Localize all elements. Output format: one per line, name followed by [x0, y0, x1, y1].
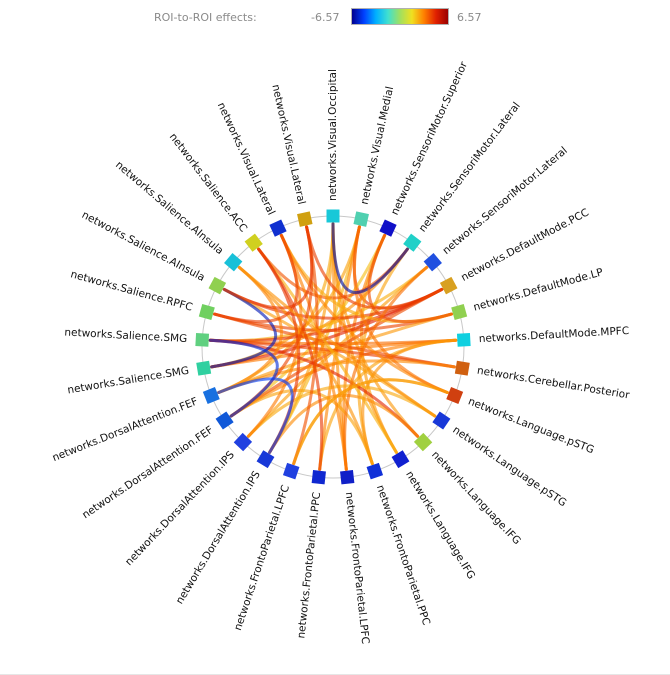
roi-label-2: networks.SensoriMotor.Superior [389, 59, 471, 217]
roi-label-22: networks.Salience.SMG [64, 326, 187, 345]
colorbar-min-label: -6.57 [311, 11, 340, 24]
roi-node-7[interactable] [456, 333, 471, 347]
colorbar-max-label: 6.57 [457, 11, 482, 24]
roi-node-27[interactable] [269, 219, 287, 237]
roi-label-0: networks.Visual.Occipital [327, 69, 339, 201]
roi-node-0[interactable] [326, 209, 340, 223]
connection-49 [210, 287, 277, 369]
roi-node-23[interactable] [198, 303, 215, 321]
roi-node-2[interactable] [379, 219, 397, 237]
roi-node-6[interactable] [451, 303, 468, 321]
roi-node-14[interactable] [340, 470, 355, 485]
connection-56 [367, 233, 453, 323]
connection-50 [208, 338, 279, 418]
connection-53 [237, 265, 437, 418]
roi-node-3[interactable] [403, 233, 422, 252]
connection-54 [352, 225, 449, 394]
roi-node-17[interactable] [256, 450, 275, 469]
roi-node-26[interactable] [244, 233, 263, 252]
roi-label-6: networks.DefaultMode.LP [472, 266, 604, 313]
colorbar [351, 8, 449, 25]
roi-node-9[interactable] [446, 387, 464, 404]
roi-node-25[interactable] [224, 253, 243, 272]
roi-node-21[interactable] [196, 360, 212, 376]
roi-label-1: networks.Visual.Medial [359, 85, 397, 205]
roi-node-16[interactable] [282, 462, 300, 480]
roi-node-10[interactable] [432, 411, 451, 430]
connection-57 [343, 265, 429, 471]
roi-node-1[interactable] [353, 211, 369, 227]
roi-node-4[interactable] [423, 253, 442, 272]
roi-label-4: networks.SensoriMotor.Lateral [440, 145, 569, 257]
roi-layer [195, 209, 471, 485]
roi-node-8[interactable] [454, 360, 470, 376]
connection-59 [217, 377, 294, 454]
roi-label-18: networks.DorsalAttention.IPS [123, 449, 237, 569]
connection-55 [331, 222, 409, 294]
connection-48 [217, 265, 283, 394]
connection-layer [208, 222, 458, 471]
roi-label-15: networks.FrontoParietal.PPC [295, 491, 323, 639]
roi-node-11[interactable] [413, 432, 433, 452]
connection-52 [222, 225, 314, 310]
roi-label-28: networks.Visual.Lateral [269, 83, 307, 205]
roi-node-28[interactable] [297, 211, 313, 227]
colorbar-title: ROI-to-ROI effects: [154, 11, 257, 24]
roi-label-8: networks.Cerebellar.Posterior [476, 365, 631, 402]
roi-label-7: networks.DefaultMode.MPFC [478, 325, 629, 345]
roi-label-21: networks.Salience.SMG [67, 365, 190, 397]
roi-node-5[interactable] [439, 276, 458, 295]
roi-node-13[interactable] [366, 462, 384, 480]
roi-node-12[interactable] [391, 450, 410, 469]
roi-node-18[interactable] [233, 432, 253, 452]
roi-label-23: networks.Salience.RPFC [69, 268, 194, 313]
connection-41 [229, 388, 374, 466]
roi-node-24[interactable] [208, 276, 227, 295]
roi-node-20[interactable] [202, 387, 220, 404]
roi-label-14: networks.FrontoParietal.LPFC [343, 491, 371, 644]
roi-node-22[interactable] [195, 333, 210, 347]
roi-node-15[interactable] [311, 470, 326, 485]
roi-node-19[interactable] [215, 411, 234, 430]
connection-58 [292, 378, 449, 466]
